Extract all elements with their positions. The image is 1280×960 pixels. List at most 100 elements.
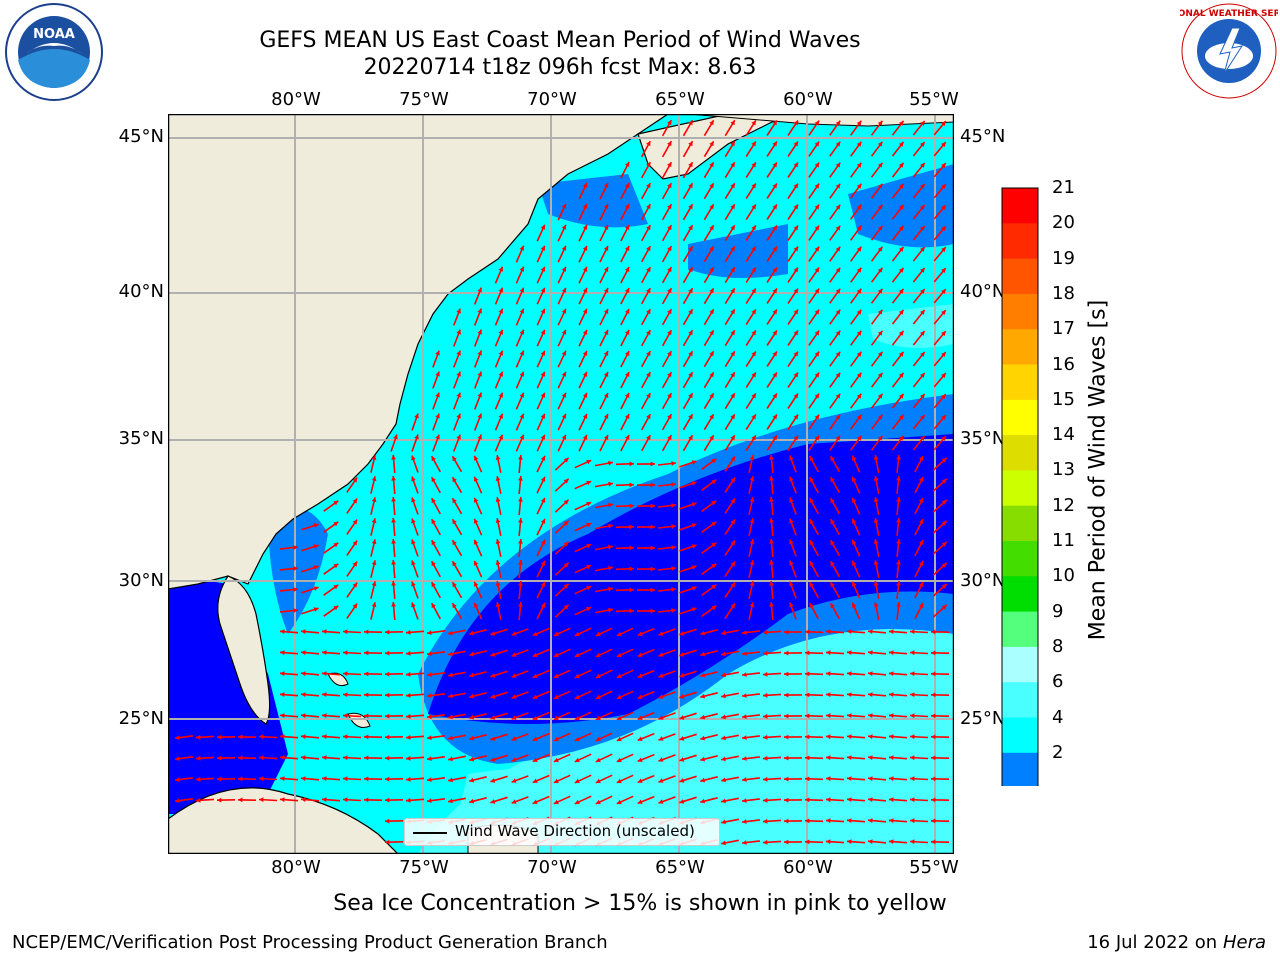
wind-arrow-head	[595, 736, 601, 742]
wind-arrow-head	[301, 734, 306, 739]
wind-arrow-head	[352, 477, 358, 483]
wind-arrow-head	[941, 415, 946, 420]
wind-arrow-head	[495, 518, 501, 523]
wind-arrow-head	[574, 694, 580, 700]
wind-arrow-head	[852, 560, 857, 566]
map-legend: Wind Wave Direction (unscaled)	[404, 818, 720, 846]
colorbar-tick: 15	[1052, 388, 1075, 410]
wind-arrow-head	[637, 799, 643, 804]
wind-arrow-head	[835, 246, 841, 252]
wind-arrow-head	[431, 582, 436, 588]
wind-arrow-head	[435, 392, 440, 398]
wind-arrow-head	[637, 631, 643, 636]
wind-arrow-head	[603, 288, 609, 293]
wind-arrow-head	[646, 372, 651, 378]
wind-arrow-head	[498, 371, 503, 377]
wind-arrow-head	[920, 331, 925, 336]
wind-arrow-head	[238, 776, 243, 782]
colorbar-cell	[1002, 505, 1038, 542]
wind-arrow-head	[448, 672, 453, 678]
wind-arrow-head	[456, 434, 461, 440]
wind-arrow-head	[896, 476, 901, 481]
wind-arrow-head	[646, 162, 651, 168]
wind-arrow-head	[789, 518, 794, 524]
wind-arrow-head	[856, 141, 862, 147]
colorbar-tick: 12	[1052, 494, 1075, 516]
wind-arrow-head	[667, 141, 672, 147]
wind-arrow-head	[427, 756, 432, 761]
wind-arrow-head	[411, 476, 416, 482]
wind-arrow-head	[646, 225, 651, 231]
wind-arrow-head	[490, 757, 496, 762]
wind-arrow-head	[473, 455, 479, 461]
colorbar-cell	[1002, 682, 1038, 718]
wind-arrow-head	[856, 288, 862, 294]
wind-arrow-head	[835, 267, 841, 273]
wind-arrow-head	[196, 776, 201, 782]
wind-arrow-head	[625, 225, 630, 230]
wind-arrow-head	[175, 735, 180, 740]
wind-arrow-head	[711, 605, 717, 611]
wind-arrow-head	[679, 736, 685, 741]
wind-arrow-head	[835, 309, 841, 315]
wind-arrow-head	[574, 652, 580, 658]
wind-arrow-head	[793, 225, 798, 231]
wind-arrow-head	[931, 692, 936, 698]
wind-arrow-head	[532, 715, 538, 720]
wind-arrow-head	[730, 372, 735, 378]
wind-arrow-head	[868, 692, 873, 697]
wind-arrow-head	[941, 583, 947, 589]
chart-subtitle: 20220714 t18z 096h fcst Max: 8.63	[363, 55, 757, 80]
wind-arrow-head	[805, 839, 810, 845]
wind-arrow-head	[586, 585, 592, 591]
wind-arrow-head	[667, 183, 672, 189]
wind-arrow-head	[448, 777, 453, 783]
wind-arrow-head	[784, 692, 789, 698]
wind-arrow-head	[856, 372, 862, 378]
wind-arrow-head	[603, 204, 609, 209]
wind-arrow-head	[595, 631, 601, 637]
wind-arrow-head	[603, 183, 609, 188]
wind-arrow-head	[473, 602, 479, 608]
wind-arrow-head	[646, 330, 651, 336]
wind-arrow-head	[625, 393, 630, 398]
wind-arrow-head	[877, 309, 883, 315]
wind-arrow-head	[561, 434, 567, 440]
wind-arrow-head	[473, 581, 479, 587]
wind-arrow-head	[941, 604, 947, 610]
wind-arrow-head	[688, 162, 693, 168]
wind-arrow-head	[301, 776, 306, 781]
wind-arrow-head	[941, 310, 946, 315]
wind-arrow-head	[391, 455, 396, 460]
wind-arrow-head	[456, 392, 461, 398]
wind-arrow-head	[835, 414, 841, 420]
wind-arrow-head	[411, 497, 416, 503]
wind-arrow-head	[473, 560, 479, 566]
wind-arrow-head	[498, 413, 503, 419]
wind-arrow-head	[532, 778, 538, 783]
wind-arrow-head	[608, 544, 613, 550]
wind-arrow-head	[805, 776, 810, 782]
wind-arrow-head	[769, 581, 774, 586]
wind-arrow-head	[646, 267, 651, 273]
wind-arrow-head	[667, 162, 672, 168]
colorbar-cell	[1002, 611, 1038, 648]
colorbar-tick: 11	[1052, 530, 1075, 551]
wind-arrow-head	[603, 246, 609, 251]
wind-arrow-head	[751, 120, 756, 126]
wind-arrow-head	[650, 524, 655, 530]
wind-arrow-head	[477, 287, 482, 293]
colorbar-tick: 21	[1052, 177, 1075, 198]
wind-arrow-head	[679, 715, 685, 720]
wind-arrow-head	[658, 694, 664, 699]
wind-arrow-head	[667, 288, 672, 294]
wind-arrow-head	[826, 734, 831, 740]
wind-arrow-head	[603, 309, 609, 314]
wind-arrow-head	[941, 499, 947, 505]
wind-arrow-head	[519, 392, 524, 398]
wind-arrow-head	[448, 756, 453, 762]
ocean-band-north	[788, 274, 954, 387]
wind-arrow-head	[910, 629, 915, 635]
wind-arrow-head	[847, 797, 852, 802]
wind-arrow-head	[835, 288, 841, 294]
